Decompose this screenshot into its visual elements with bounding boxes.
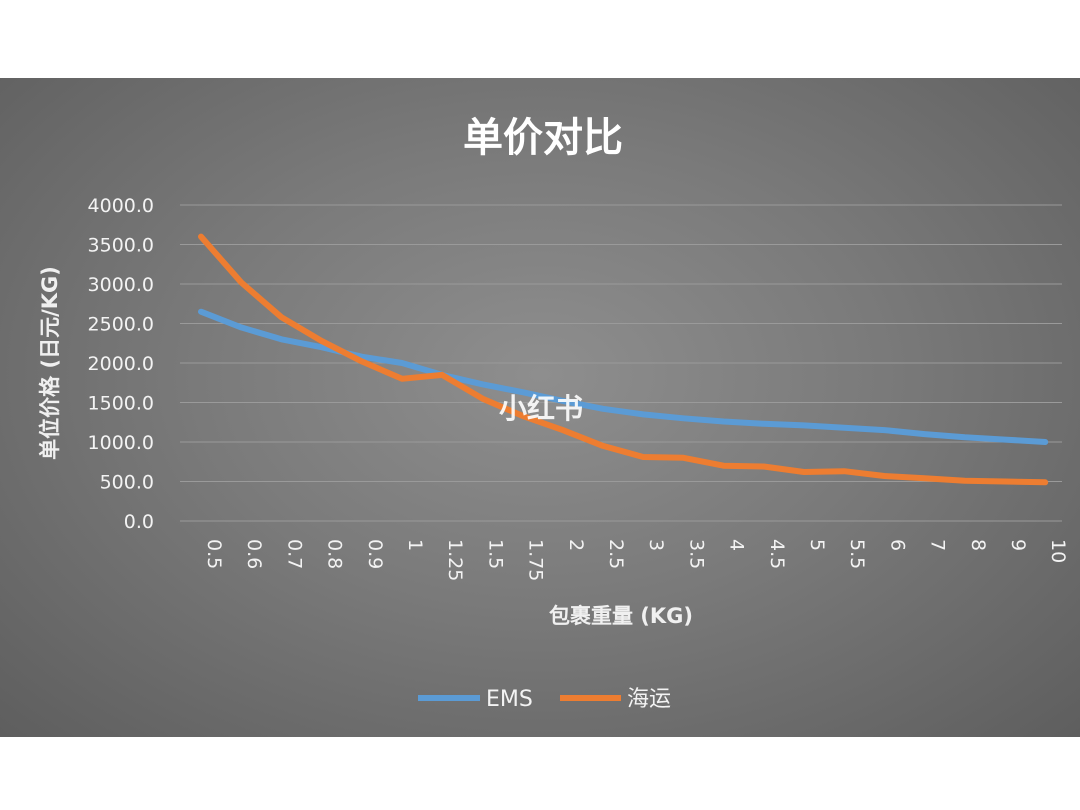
- x-tick-label: 0.8: [324, 539, 346, 569]
- chart-area: 单价对比 单位价格 (日元/KG) 包裹重量 (KG) 0.0 500.0 1000…: [0, 78, 1080, 737]
- x-tick-label: 4.5: [766, 539, 788, 569]
- y-tick-label: 4000.0: [88, 195, 154, 217]
- x-tick-label: 5.5: [846, 539, 868, 569]
- x-tick-label: 1.25: [444, 539, 466, 581]
- x-tick-label: 8: [967, 539, 989, 551]
- x-tick-label: 1.5: [484, 539, 506, 569]
- x-tick-label: 3.5: [685, 539, 707, 569]
- legend-label: 海运: [627, 687, 671, 712]
- y-tick-label: 1500.0: [88, 393, 154, 415]
- x-tick-label: 0.5: [203, 539, 225, 569]
- x-tick-label: 9: [1007, 539, 1029, 551]
- y-tick-label: 3000.0: [88, 274, 154, 296]
- y-tick-label: 2500.0: [88, 314, 154, 336]
- y-tick-label: 2000.0: [88, 353, 154, 375]
- series-line-sea: [198, 233, 1049, 486]
- x-tick-label: 7: [927, 539, 949, 551]
- x-tick-label: 0.9: [364, 539, 386, 569]
- series-line-ems: [198, 308, 1049, 445]
- x-tick-label: 0.7: [283, 539, 305, 569]
- x-tick-label: 3: [645, 539, 667, 551]
- x-tick-label: 0.6: [243, 539, 265, 569]
- y-axis-ticks: 0.0 500.0 1000.0 1500.0 2000.0 2500.0 3000.0 35…: [88, 195, 154, 533]
- watermark-logo: 小红书: [499, 392, 583, 425]
- x-axis-ticks: 0.5 0.6 0.7 0.8 0.9 1 1.25 1.5 1.75 2 2.5 3 3.5 4 4.5 5…: [203, 539, 1069, 581]
- x-tick-label: 10: [1047, 539, 1069, 563]
- x-tick-label: 1: [404, 539, 426, 551]
- y-axis-title: 单位价格 (日元/KG): [38, 266, 62, 460]
- y-tick-label: 1000.0: [88, 432, 154, 454]
- y-tick-label: 0.0: [124, 511, 154, 533]
- x-tick-label: 5: [806, 539, 828, 551]
- gridlines: [180, 204, 1062, 522]
- y-tick-label: 500.0: [100, 472, 154, 494]
- x-tick-label: 4: [726, 539, 748, 551]
- chart-title: 单价对比: [463, 115, 623, 161]
- legend-label: EMS: [486, 687, 533, 712]
- series-lines: [198, 233, 1049, 486]
- x-axis-title: 包裹重量 (KG): [549, 604, 693, 628]
- legend: EMS 海运: [418, 687, 671, 712]
- x-tick-label: 2: [565, 539, 587, 551]
- x-tick-label: 2.5: [605, 539, 627, 569]
- chart-svg: 单价对比 单位价格 (日元/KG) 包裹重量 (KG) 0.0 500.0 1000…: [38, 115, 1069, 712]
- y-tick-label: 3500.0: [88, 235, 154, 257]
- x-tick-label: 1.75: [525, 539, 547, 581]
- x-tick-label: 6: [886, 539, 908, 551]
